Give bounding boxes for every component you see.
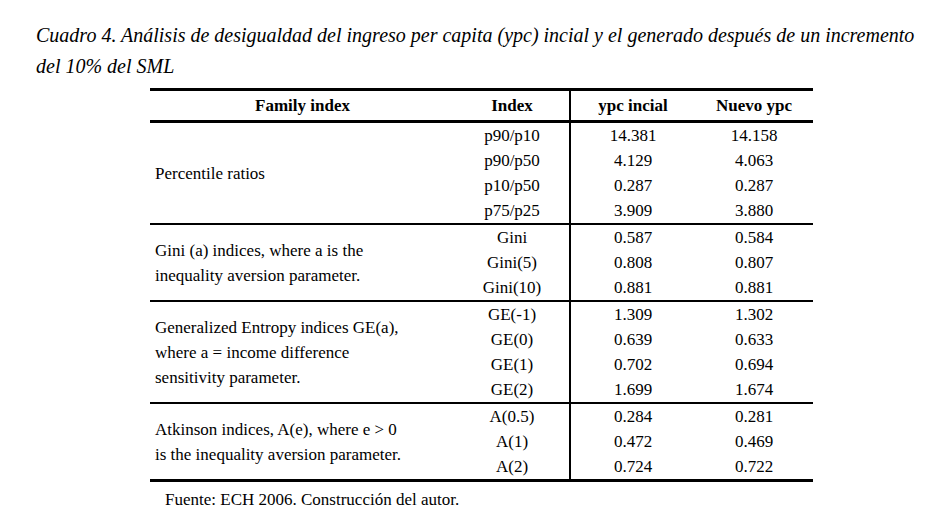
value-cell: 3.909 (570, 198, 695, 224)
table-row: Atkinson indices, A(e), where e > 0 is t… (150, 403, 813, 429)
value-cell: 0.639 (570, 327, 695, 352)
index-cell: p10/p50 (455, 173, 570, 198)
index-cell: p90/p10 (455, 122, 570, 149)
table-caption: Cuadro 4. Análisis de desigualdad del in… (36, 20, 919, 82)
value-cell: 0.633 (695, 327, 813, 352)
value-cell: 14.381 (570, 122, 695, 149)
value-cell: 0.881 (695, 275, 813, 301)
group-label: Generalized Entropy indices GE(a), where… (150, 301, 455, 403)
index-cell: Gini(5) (455, 250, 570, 275)
index-cell: GE(0) (455, 327, 570, 352)
index-cell: GE(1) (455, 352, 570, 377)
source-note: Fuente: ECH 2006. Construcción del autor… (165, 489, 945, 511)
value-cell: 0.469 (695, 429, 813, 454)
value-cell: 0.722 (695, 454, 813, 481)
value-cell: 0.694 (695, 352, 813, 377)
col-header-index: Index (455, 90, 570, 122)
value-cell: 3.880 (695, 198, 813, 224)
col-header-family-index: Family index (150, 90, 455, 122)
index-cell: A(0.5) (455, 403, 570, 429)
value-cell: 4.063 (695, 148, 813, 173)
index-cell: Gini(10) (455, 275, 570, 301)
group-label: Gini (a) indices, where a is the inequal… (150, 224, 455, 301)
value-cell: 0.287 (695, 173, 813, 198)
index-cell: A(2) (455, 454, 570, 481)
group-gini-indices: Gini (a) indices, where a is the inequal… (150, 224, 813, 301)
index-cell: Gini (455, 224, 570, 250)
group-label: Percentile ratios (150, 122, 455, 225)
value-cell: 1.674 (695, 377, 813, 403)
table-row: Gini (a) indices, where a is the inequal… (150, 224, 813, 250)
table-row: Percentile ratios p90/p10 14.381 14.158 (150, 122, 813, 149)
value-cell: 1.309 (570, 301, 695, 327)
value-cell: 14.158 (695, 122, 813, 149)
value-cell: 0.724 (570, 454, 695, 481)
group-generalized-entropy: Generalized Entropy indices GE(a), where… (150, 301, 813, 403)
table-header: Family index Index ypc incial Nuevo ypc (150, 90, 813, 122)
group-label: Atkinson indices, A(e), where e > 0 is t… (150, 403, 455, 481)
value-cell: 1.699 (570, 377, 695, 403)
index-cell: GE(-1) (455, 301, 570, 327)
index-cell: GE(2) (455, 377, 570, 403)
value-cell: 0.807 (695, 250, 813, 275)
value-cell: 0.808 (570, 250, 695, 275)
value-cell: 0.287 (570, 173, 695, 198)
value-cell: 0.284 (570, 403, 695, 429)
group-atkinson-indices: Atkinson indices, A(e), where e > 0 is t… (150, 403, 813, 481)
value-cell: 0.702 (570, 352, 695, 377)
value-cell: 4.129 (570, 148, 695, 173)
header-row: Family index Index ypc incial Nuevo ypc (150, 90, 813, 122)
value-cell: 0.472 (570, 429, 695, 454)
value-cell: 0.881 (570, 275, 695, 301)
value-cell: 0.584 (695, 224, 813, 250)
group-percentile-ratios: Percentile ratios p90/p10 14.381 14.158 … (150, 122, 813, 225)
table-row: Generalized Entropy indices GE(a), where… (150, 301, 813, 327)
col-header-nuevo-ypc: Nuevo ypc (695, 90, 813, 122)
index-cell: p90/p50 (455, 148, 570, 173)
index-cell: A(1) (455, 429, 570, 454)
value-cell: 0.587 (570, 224, 695, 250)
value-cell: 0.281 (695, 403, 813, 429)
index-cell: p75/p25 (455, 198, 570, 224)
col-header-ypc-incial: ypc incial (570, 90, 695, 122)
inequality-table: Family index Index ypc incial Nuevo ypc … (150, 88, 813, 482)
value-cell: 1.302 (695, 301, 813, 327)
